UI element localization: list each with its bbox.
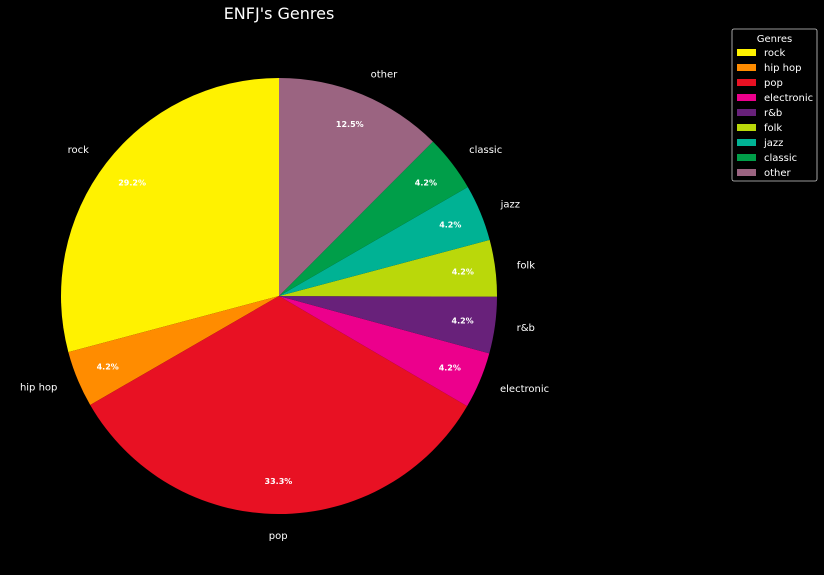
pie-slice-folk	[279, 239, 498, 297]
slice-label-classic: classic	[469, 145, 502, 156]
legend-label-randb: r&b	[764, 108, 782, 119]
pct-label-rock: 29.2%	[118, 179, 146, 188]
pie-slice-hip-hop	[68, 296, 279, 405]
slice-labels: rock hip hop pop electronic r&b folk jazz class…	[20, 69, 549, 541]
slice-label-rock: rock	[68, 145, 90, 156]
slice-label-pop: pop	[269, 531, 288, 542]
legend-swatch-folk	[737, 124, 756, 131]
legend-label-pop: pop	[764, 78, 783, 89]
legend-swatch-pop	[737, 79, 756, 86]
percentage-labels: 29.2% 4.2% 33.3% 4.2% 4.2% 4.2% 4.2% 4.2% 12.5%	[97, 120, 474, 486]
legend-items: rock hip hop pop electronic r&b folk jazz class…	[737, 48, 813, 179]
legend-label-jazz: jazz	[763, 138, 783, 149]
legend-label-rock: rock	[764, 48, 786, 59]
legend-swatch-jazz	[737, 139, 756, 146]
slice-label-other: other	[371, 69, 399, 80]
legend-label-folk: folk	[764, 123, 782, 134]
slice-label-folk: folk	[517, 260, 535, 271]
pct-label-electronic: 4.2%	[439, 363, 461, 372]
legend-swatch-hip-hop	[737, 64, 756, 71]
legend-swatch-rock	[737, 49, 756, 56]
legend-title: Genres	[757, 34, 793, 45]
slice-label-jazz: jazz	[500, 199, 520, 210]
pct-label-randb: 4.2%	[452, 316, 474, 325]
pct-label-pop: 33.3%	[265, 477, 293, 486]
legend-label-classic: classic	[764, 153, 797, 164]
pie-slice-jazz	[279, 187, 490, 296]
chart-title: ENFJ's Genres	[224, 4, 335, 23]
legend-swatch-classic	[737, 154, 756, 161]
pct-label-classic: 4.2%	[415, 179, 437, 188]
pie-slice-classic	[279, 141, 468, 296]
pct-label-hip-hop: 4.2%	[97, 362, 119, 371]
pie-slice-rock	[61, 78, 279, 353]
legend-label-electronic: electronic	[764, 93, 813, 104]
pie-slice-electronic	[279, 296, 490, 407]
legend-swatch-electronic	[737, 94, 756, 101]
legend-swatch-other	[737, 169, 756, 176]
pie-slice-pop	[90, 296, 468, 514]
legend-label-hip-hop: hip hop	[764, 63, 801, 74]
legend: Genres rock hip hop pop electronic r&b folk ja…	[731, 28, 818, 182]
slice-label-electronic: electronic	[500, 384, 549, 395]
pie-slice-randb	[279, 296, 497, 354]
pct-label-folk: 4.2%	[452, 268, 474, 277]
legend-swatch-randb	[737, 109, 756, 116]
slice-label-randb: r&b	[517, 323, 535, 334]
legend-label-other: other	[764, 168, 792, 179]
pie-slices	[61, 78, 498, 514]
pct-label-jazz: 4.2%	[439, 221, 461, 230]
pct-label-other: 12.5%	[336, 120, 364, 129]
pie-slice-other	[279, 78, 433, 296]
slice-label-hip-hop: hip hop	[20, 383, 57, 394]
